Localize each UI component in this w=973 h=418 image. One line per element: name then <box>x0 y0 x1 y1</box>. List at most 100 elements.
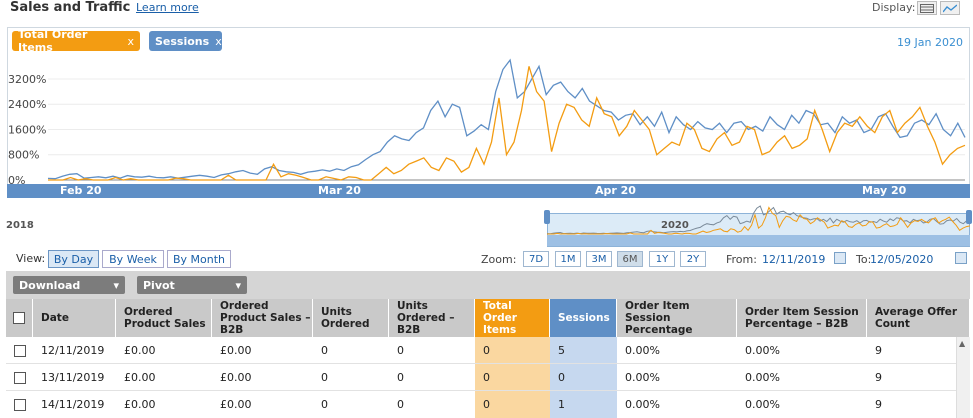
column-header-units-ordered-b2b[interactable]: Units Ordered – B2B <box>389 299 475 337</box>
series-pill-orders[interactable]: Total Order Items x <box>12 28 140 54</box>
to-label: To: <box>856 253 872 266</box>
navigator-minichart <box>547 205 970 235</box>
chart-view-button[interactable] <box>940 1 960 15</box>
close-icon[interactable]: x <box>127 34 134 48</box>
cell-units: 0 <box>321 344 328 357</box>
chevron-down-icon: ▾ <box>113 278 119 292</box>
column-header-average-offer-count[interactable]: Average Offer Count <box>867 299 970 337</box>
cell-session-pct-b2b: 0.00% <box>745 398 780 411</box>
column-header-ordered-product-sales[interactable]: Ordered Product Sales <box>116 299 212 337</box>
page-title: Sales and Traffic <box>10 0 131 15</box>
view-by-day-button[interactable]: By Day <box>48 250 99 268</box>
chevron-down-icon: ▾ <box>235 278 241 292</box>
row-select-cell <box>6 364 33 391</box>
cell-sales-b2b: £0.00 <box>220 344 252 357</box>
select-all-cell <box>6 299 33 337</box>
cell-avg-offer-count: 9 <box>875 344 882 357</box>
cell-date: 12/11/2019 <box>41 344 105 357</box>
cell-units-b2b: 0 <box>397 371 404 384</box>
series-pill-label: Sessions <box>155 34 210 48</box>
cell-sessions: 0 <box>550 364 617 391</box>
navigator-series-line <box>547 206 970 235</box>
cell-session-pct: 0.00% <box>625 371 660 384</box>
cell-avg-offer-count: 9 <box>875 398 882 411</box>
select-all-checkbox[interactable] <box>13 312 25 324</box>
row-checkbox[interactable] <box>13 398 26 411</box>
cell-sales-b2b: £0.00 <box>220 398 252 411</box>
x-tick-label: Apr 20 <box>595 184 636 197</box>
zoom-1y-button[interactable]: 1Y <box>649 251 675 267</box>
cell-sales: £0.00 <box>124 371 156 384</box>
cell-total-order-items: 0 <box>475 337 550 364</box>
row-checkbox[interactable] <box>13 371 26 384</box>
zoom-6m-button[interactable]: 6M <box>617 251 643 267</box>
download-label: Download <box>19 278 81 292</box>
view-by-week-button[interactable]: By Week <box>102 250 164 268</box>
to-date-field[interactable]: 12/05/2020 <box>870 253 934 266</box>
line-chart[interactable]: 3200% 2400% 1600% 800% 0% <box>0 56 973 184</box>
cell-total-order-items: 0 <box>475 364 550 391</box>
zoom-label: Zoom: <box>481 253 517 266</box>
column-header-order-item-session-percentage[interactable]: Order Item Session Percentage <box>617 299 737 337</box>
calendar-icon[interactable] <box>834 252 846 264</box>
learn-more-link[interactable]: Learn more <box>136 1 199 14</box>
column-header-units-ordered[interactable]: Units Ordered <box>313 299 389 337</box>
hover-date-label: 19 Jan 2020 <box>897 36 963 49</box>
calendar-icon[interactable] <box>955 252 967 264</box>
cell-units-b2b: 0 <box>397 344 404 357</box>
close-icon[interactable]: x <box>215 34 222 48</box>
view-by-month-button[interactable]: By Month <box>167 250 231 268</box>
navigator-series-line <box>547 205 970 235</box>
cell-session-pct: 0.00% <box>625 398 660 411</box>
row-divider <box>6 363 956 364</box>
time-axis-bar: Feb 20 Mar 20 Apr 20 May 20 <box>7 184 970 198</box>
from-date-field[interactable]: 12/11/2019 <box>762 253 826 266</box>
cell-date: 14/11/2019 <box>41 398 105 411</box>
chart-panel <box>7 27 970 185</box>
cell-sessions: 5 <box>550 337 617 364</box>
scroll-up-icon[interactable]: ▲ <box>959 339 966 348</box>
series-pill-sessions[interactable]: Sessions x <box>149 31 222 51</box>
cell-sales: £0.00 <box>124 398 156 411</box>
series-line-orders <box>48 66 966 181</box>
column-header-sessions[interactable]: Sessions <box>550 299 617 337</box>
column-header-ordered-product-sales-b2b[interactable]: Ordered Product Sales – B2B <box>212 299 313 337</box>
navigator-year-label: 2018 <box>6 220 34 231</box>
cell-session-pct-b2b: 0.00% <box>745 371 780 384</box>
x-tick-label: May 20 <box>862 184 907 197</box>
row-divider <box>6 390 956 391</box>
row-checkbox[interactable] <box>13 344 26 357</box>
line-chart-icon <box>943 3 957 12</box>
zoom-1m-button[interactable]: 1M <box>555 251 581 267</box>
navigator-scrollbar[interactable] <box>547 235 970 246</box>
pivot-label: Pivot <box>143 278 175 292</box>
cell-session-pct: 0.00% <box>625 344 660 357</box>
series-pill-label: Total Order Items <box>18 28 88 54</box>
column-header-order-item-session-percentage-b2b[interactable]: Order Item Session Percentage – B2B <box>737 299 867 337</box>
cell-avg-offer-count: 9 <box>875 371 882 384</box>
column-header-date[interactable]: Date <box>33 299 116 337</box>
table-scrollbar[interactable]: ▲ <box>956 337 970 418</box>
zoom-7d-button[interactable]: 7D <box>523 251 549 267</box>
column-header-total-order-items[interactable]: Total Order Items <box>475 299 550 337</box>
from-label: From: <box>726 253 757 266</box>
navigator-right-handle[interactable] <box>966 210 972 224</box>
download-dropdown[interactable]: Download ▾ <box>13 276 125 294</box>
table-view-button[interactable] <box>917 1 937 15</box>
cell-sales-b2b: £0.00 <box>220 371 252 384</box>
cell-units: 0 <box>321 398 328 411</box>
zoom-3m-button[interactable]: 3M <box>586 251 612 267</box>
navigator-left-handle[interactable] <box>544 210 550 224</box>
table-icon <box>920 3 934 13</box>
cell-units: 0 <box>321 371 328 384</box>
y-tick-label: 800% <box>8 149 39 162</box>
display-label: Display: <box>872 1 916 14</box>
cell-date: 13/11/2019 <box>41 371 105 384</box>
y-tick-label: 0% <box>8 174 25 184</box>
cell-session-pct-b2b: 0.00% <box>745 344 780 357</box>
row-select-cell <box>6 337 33 364</box>
pivot-dropdown[interactable]: Pivot ▾ <box>137 276 247 294</box>
zoom-2y-button[interactable]: 2Y <box>680 251 706 267</box>
y-tick-label: 3200% <box>8 73 46 86</box>
cell-total-order-items: 0 <box>475 391 550 418</box>
